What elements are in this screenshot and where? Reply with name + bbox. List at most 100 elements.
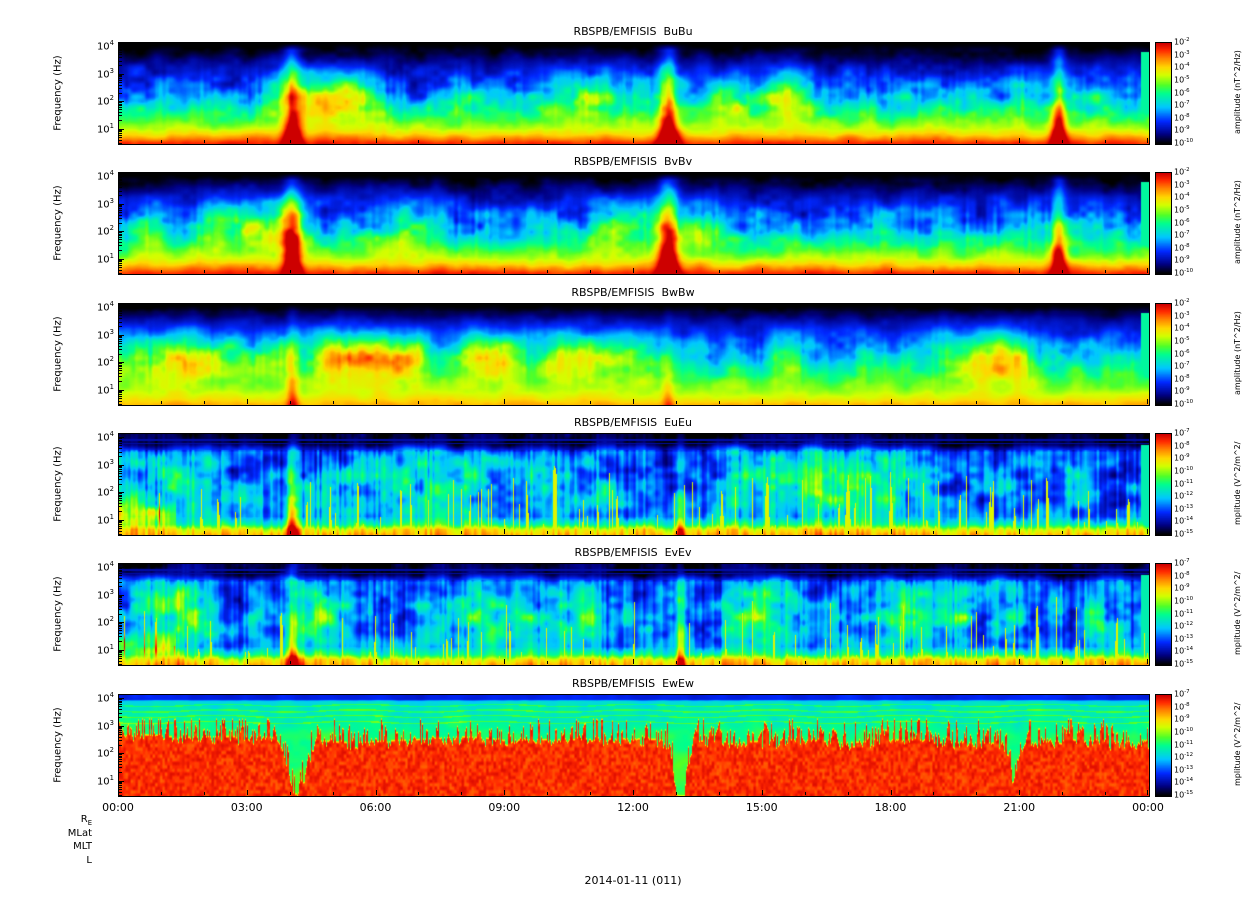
axis-tick — [1147, 529, 1148, 534]
axis-tick — [119, 60, 122, 62]
axis-tick — [119, 712, 122, 714]
axis-tick — [1019, 659, 1021, 664]
axis-tick — [119, 503, 122, 505]
axis-tick — [119, 759, 122, 761]
axis-tick — [1062, 140, 1064, 143]
colorbar-tick-label: 10-7 — [1174, 428, 1190, 438]
axis-tick — [332, 792, 334, 795]
colorbar-ewew — [1155, 694, 1172, 797]
colorbar-tick-label: 10-12 — [1174, 491, 1194, 501]
axis-tick — [119, 520, 122, 522]
axis-tick — [119, 496, 122, 498]
colorbar-tick-label: 10-7 — [1174, 689, 1190, 699]
axis-tick — [119, 498, 122, 500]
y-tick-label: 102 — [96, 224, 114, 238]
axis-tick — [119, 726, 122, 728]
axis-tick — [119, 441, 122, 443]
colorbar-tick-label: 10-10 — [1174, 138, 1194, 148]
colorbar-tick-label: 10-9 — [1174, 255, 1190, 266]
axis-tick — [119, 77, 122, 79]
axis-tick — [160, 140, 162, 143]
axis-tick — [119, 600, 122, 602]
axis-tick — [119, 129, 122, 131]
axis-tick — [119, 468, 122, 470]
axis-tick — [1147, 790, 1148, 795]
colorbar-tick-label: 10-8 — [1174, 242, 1190, 253]
axis-tick — [375, 790, 377, 795]
axis-tick — [119, 527, 122, 529]
axis-tick — [119, 269, 122, 271]
axis-tick — [119, 128, 124, 130]
axis-tick — [119, 753, 124, 755]
axis-tick — [119, 112, 122, 114]
axis-tick — [119, 465, 122, 467]
axis-tick — [119, 736, 122, 738]
colorbar-tick-label: 10-6 — [1174, 217, 1190, 228]
axis-tick — [119, 203, 124, 205]
axis-tick — [1019, 529, 1021, 534]
axis-tick — [119, 176, 124, 178]
colorbar-tick-label: 10-15 — [1174, 659, 1194, 669]
axis-tick — [119, 261, 122, 263]
axis-tick — [119, 467, 122, 469]
colorbar-tick-label: 10-15 — [1174, 790, 1194, 800]
axis-tick — [119, 439, 122, 441]
axis-tick — [633, 659, 634, 664]
axis-tick — [461, 531, 463, 534]
axis-tick — [119, 700, 122, 702]
colorbar-tick-label: 10-4 — [1174, 62, 1190, 72]
axis-tick — [504, 790, 506, 795]
y-tick-label: 103 — [96, 587, 114, 601]
axis-tick — [119, 115, 122, 117]
axis-tick — [118, 529, 119, 534]
axis-tick — [119, 624, 122, 626]
axis-tick — [633, 138, 634, 143]
axis-tick — [119, 448, 122, 450]
axis-tick — [119, 437, 124, 439]
axis-tick — [804, 140, 806, 143]
y-tick-label: 104 — [96, 430, 114, 444]
axis-tick — [1105, 140, 1107, 143]
axis-tick — [119, 586, 122, 588]
axis-tick — [461, 270, 463, 273]
axis-tick — [119, 307, 124, 309]
axis-tick — [761, 529, 763, 534]
axis-tick — [675, 401, 677, 404]
axis-tick — [119, 595, 122, 597]
axis-tick — [119, 321, 122, 323]
axis-tick — [119, 511, 122, 513]
axis-tick — [847, 401, 849, 404]
colorbar-unit-label: amplitude (nT^2/Hz) — [1233, 50, 1242, 135]
colorbar-tick-label: 10-2 — [1174, 298, 1190, 308]
axis-tick — [289, 140, 291, 143]
axis-tick — [547, 531, 549, 534]
axis-tick — [119, 523, 122, 525]
colorbar-tick-label: 10-10 — [1174, 726, 1194, 737]
colorbar-tick-label: 10-7 — [1174, 558, 1190, 568]
axis-tick — [761, 138, 763, 143]
axis-tick — [118, 268, 119, 273]
axis-tick — [119, 65, 122, 67]
axis-tick — [203, 270, 205, 273]
axis-tick — [590, 792, 592, 795]
axis-tick — [119, 262, 122, 264]
axis-tick — [119, 479, 122, 480]
x-tick-label: 09:00 — [488, 801, 521, 814]
panel-title: RBSPB/EMFISIS EvEv — [574, 546, 692, 559]
axis-tick — [119, 204, 122, 206]
colorbar-tick-label: 10-9 — [1174, 583, 1190, 593]
y-tick-label: 104 — [96, 691, 114, 705]
axis-tick — [119, 368, 122, 370]
axis-tick — [119, 218, 122, 219]
axis-tick — [718, 270, 720, 273]
axis-tick — [804, 661, 806, 664]
axis-tick — [119, 214, 122, 216]
panel-title: RBSPB/EMFISIS BwBw — [571, 286, 695, 299]
colorbar-tick-label: 10-8 — [1174, 440, 1190, 451]
axis-tick — [119, 783, 122, 785]
ephemeris-label: L — [86, 854, 92, 866]
axis-tick — [289, 792, 291, 795]
x-tick-label: 00:00 — [102, 801, 134, 814]
axis-tick — [375, 268, 377, 273]
